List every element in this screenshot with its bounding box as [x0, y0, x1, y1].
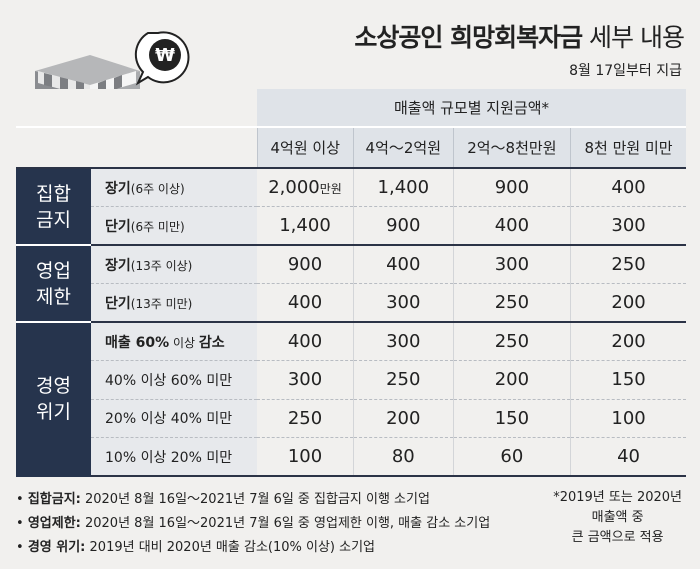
support-table: 매출액 규모별 지원금액* 4억원 이상 4억～2억원 2억～8천만원 8천 만… [16, 89, 686, 477]
value-cell: 250 [353, 360, 454, 400]
value-cell: 250 [452, 322, 571, 361]
value-cell: 200 [570, 322, 686, 361]
table-row: 단기(13주 미만) 400 300 250 200 [16, 283, 686, 323]
footnote: *2019년 또는 2020년 매출액 중 큰 금액으로 적용 [553, 490, 682, 545]
value-cell: 400 [570, 168, 686, 207]
row-label: 단기(13주 미만) [91, 283, 257, 323]
definition-item: • 경영 위기: 2019년 대비 2020년 매출 감소(10% 이상) 소기… [16, 540, 376, 555]
table-row: 경영 위기 매출 60% 이상 감소 400 300 250 200 [16, 322, 686, 477]
value-cell: 40 [570, 437, 686, 477]
group-label: 영업 제한 [16, 245, 91, 323]
row-label: 장기(13주 이상) [91, 245, 257, 284]
table-row: 10% 이상 20% 미만 100 80 60 40 [16, 437, 686, 477]
value-cell: 900 [353, 206, 454, 246]
value-cell: 150 [570, 360, 686, 400]
value-cell: 250 [257, 399, 354, 438]
row-label: 20% 이상 40% 미만 [91, 399, 257, 438]
won-symbol: ₩ [155, 45, 175, 66]
title-light: 세부 내용 [582, 23, 685, 52]
row-label: 단기(6주 미만) [91, 206, 257, 246]
row-label: 장기(6주 이상) [91, 168, 257, 207]
value-cell: 400 [353, 245, 454, 284]
value-cell: 200 [353, 399, 454, 438]
subtitle: 8월 17일부터 지급 [569, 63, 682, 79]
value-cell: 300 [353, 322, 454, 361]
value-cell: 150 [452, 399, 571, 438]
page-title: 소상공인 희망회복자금 세부 내용 [354, 18, 685, 54]
row-label: 40% 이상 60% 미만 [91, 360, 257, 400]
value-cell: 100 [257, 437, 354, 477]
definition-item: • 영업제한: 2020년 8월 16일～2021년 7월 6일 중 영업제한 … [16, 516, 491, 531]
column-header: 4억원 이상 [256, 127, 354, 169]
value-cell: 2,000만원 [257, 168, 354, 207]
value-cell: 900 [257, 245, 354, 284]
value-cell: 250 [452, 283, 571, 323]
value-cell: 300 [570, 206, 686, 246]
won-bubble-icon: ₩ [134, 31, 190, 86]
value-cell: 900 [452, 168, 571, 207]
value-cell: 400 [452, 206, 571, 246]
definitions-list: • 집합금지: 2020년 8월 16일～2021년 7월 6일 중 집합금지 … [16, 488, 490, 560]
value-cell: 200 [452, 360, 571, 400]
value-cell: 1,400 [257, 206, 354, 246]
row-label: 10% 이상 20% 미만 [91, 437, 257, 477]
value-cell: 400 [257, 283, 354, 323]
table-row: 40% 이상 60% 미만 300 250 200 150 [16, 360, 686, 400]
definition-item: • 집합금지: 2020년 8월 16일～2021년 7월 6일 중 집합금지 … [16, 492, 430, 507]
group-label: 집합 금지 [16, 168, 91, 246]
column-header: 8천 만원 미만 [570, 127, 686, 169]
value-cell: 60 [452, 437, 571, 477]
group-label: 경영 위기 [16, 322, 91, 477]
value-cell: 250 [570, 245, 686, 284]
value-cell: 1,400 [353, 168, 454, 207]
super-header: 매출액 규모별 지원금액* [257, 89, 686, 128]
title-bold: 소상공인 희망회복자금 [354, 23, 583, 52]
table-row: 20% 이상 40% 미만 250 200 150 100 [16, 399, 686, 438]
value-cell: 300 [257, 360, 354, 400]
table-row: 집합 금지 장기(6주 이상) 2,000만원 1,400 900 400 [16, 168, 686, 246]
column-header: 4억～2억원 [353, 127, 454, 169]
table-row: 영업 제한 장기(13주 이상) 900 400 300 250 [16, 245, 686, 323]
value-cell: 100 [570, 399, 686, 438]
row-label: 매출 60% 이상 감소 [91, 322, 257, 361]
value-cell: 300 [353, 283, 454, 323]
value-cell: 80 [353, 437, 454, 477]
column-header: 2억～8천만원 [452, 127, 571, 169]
table-row: 단기(6주 미만) 1,400 900 400 300 [16, 206, 686, 246]
value-cell: 400 [257, 322, 354, 361]
value-cell: 200 [570, 283, 686, 323]
value-cell: 300 [452, 245, 571, 284]
